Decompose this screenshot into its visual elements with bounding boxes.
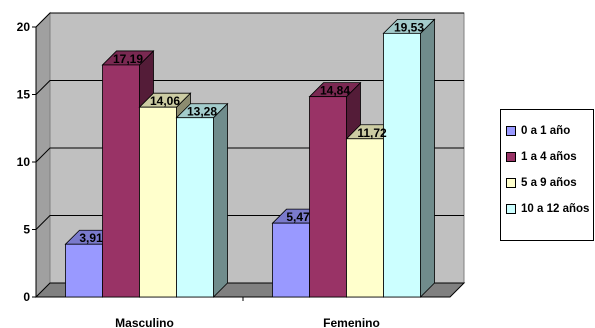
legend: 0 a 1 año 1 a 4 años 5 a 9 años 10 a 12 año… bbox=[500, 109, 594, 241]
y-tick-label: 15 bbox=[17, 88, 31, 102]
bar bbox=[346, 138, 384, 298]
gridline bbox=[35, 80, 464, 95]
data-label: 14,84 bbox=[320, 84, 350, 98]
legend-swatch bbox=[506, 178, 516, 188]
y-tick-label: 5 bbox=[23, 223, 30, 237]
legend-label: 10 a 12 años bbox=[521, 203, 590, 215]
bars bbox=[64, 18, 436, 298]
y-tick-label: 20 bbox=[17, 20, 31, 34]
labels: 3,91 17,19 14,06 13,28 Masculino 5,47 14,84 11,… bbox=[79, 20, 424, 328]
bar bbox=[176, 117, 214, 298]
x-category-label: Femenino bbox=[323, 316, 380, 328]
legend-swatch bbox=[506, 204, 516, 214]
data-label: 13,28 bbox=[187, 105, 217, 119]
bar-side bbox=[213, 102, 228, 298]
bar bbox=[65, 243, 103, 298]
bar bbox=[383, 32, 421, 298]
bar bbox=[309, 96, 347, 298]
y-tick-label: 10 bbox=[17, 155, 31, 169]
data-label: 19,53 bbox=[394, 20, 424, 34]
legend-swatch bbox=[506, 126, 516, 136]
data-label: 11,72 bbox=[357, 126, 387, 140]
bar bbox=[272, 222, 310, 298]
legend-item: 5 a 9 años bbox=[501, 171, 593, 195]
bar-side bbox=[420, 18, 435, 298]
data-label: 14,06 bbox=[150, 94, 180, 108]
legend-swatch bbox=[506, 152, 516, 162]
legend-label: 1 a 4 años bbox=[521, 151, 577, 163]
legend-item: 0 a 1 año bbox=[501, 119, 593, 143]
data-label: 17,19 bbox=[113, 52, 143, 66]
legend-label: 0 a 1 año bbox=[521, 125, 571, 137]
legend-item: 1 a 4 años bbox=[501, 145, 593, 169]
y-tick-label: 0 bbox=[23, 290, 30, 304]
data-label: 3,91 bbox=[79, 231, 103, 245]
legend-item: 10 a 12 años bbox=[501, 197, 593, 221]
x-category-label: Masculino bbox=[115, 316, 174, 328]
data-label: 5,47 bbox=[286, 210, 310, 224]
legend-label: 5 a 9 años bbox=[521, 177, 577, 189]
bar bbox=[102, 64, 140, 298]
gridline bbox=[35, 12, 464, 28]
bar bbox=[139, 106, 177, 298]
